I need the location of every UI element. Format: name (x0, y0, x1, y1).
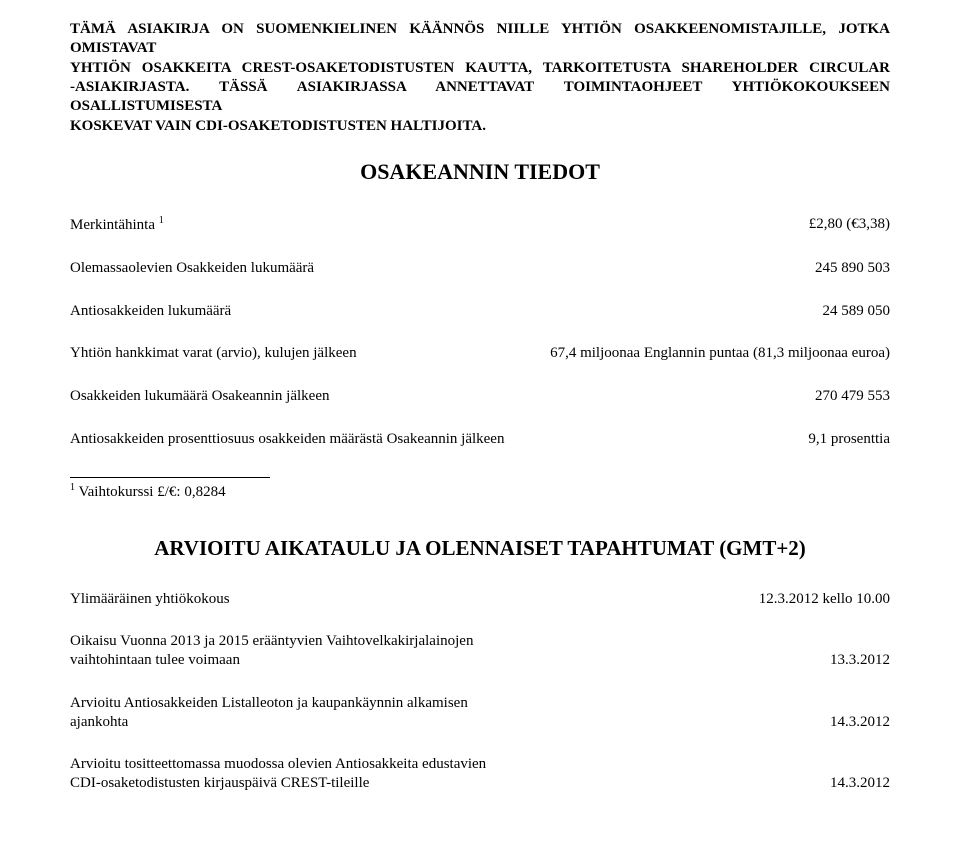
row-label-line-2: CDI-osaketodistusten kirjauspäivä CREST-… (70, 774, 810, 793)
row-tositteettomassa: Arvioitu tositteettomassa muodossa olevi… (70, 755, 890, 793)
row-olemassaolevien: Olemassaolevien Osakkeiden lukumäärä 245… (70, 259, 890, 278)
row-value: 14.3.2012 (810, 713, 890, 732)
section-1-title: OSAKEANNIN TIEDOT (70, 158, 890, 186)
row-yhtion-varat: Yhtiön hankkimat varat (arvio), kulujen … (70, 344, 890, 363)
header-line-2: YHTIÖN OSAKKEITA CREST-OSAKETODISTUSTEN … (70, 59, 890, 78)
row-merkintahinta-value: £2,80 (€3,38) (789, 215, 890, 235)
footnote-ref: 1 (159, 215, 164, 226)
row-value: 12.3.2012 kello 10.00 (739, 590, 890, 609)
row-label: Antiosakkeiden lukumäärä (70, 302, 803, 321)
row-label: Oikaisu Vuonna 2013 ja 2015 erääntyvien … (70, 632, 810, 670)
row-label: Antiosakkeiden prosenttiosuus osakkeiden… (70, 430, 788, 449)
row-label-line-1: Arvioitu Antiosakkeiden Listalleoton ja … (70, 694, 810, 713)
row-label: Arvioitu tositteettomassa muodossa olevi… (70, 755, 810, 793)
row-listalleotto: Arvioitu Antiosakkeiden Listalleoton ja … (70, 694, 890, 732)
footnote-text: Vaihtokurssi £/€: 0,8284 (75, 484, 226, 500)
footnote: 1 Vaihtokurssi £/€: 0,8284 (70, 482, 890, 502)
row-value: 9,1 prosenttia (788, 430, 890, 449)
row-label-line-1: Arvioitu tositteettomassa muodossa olevi… (70, 755, 810, 774)
row-label: Arvioitu Antiosakkeiden Listalleoton ja … (70, 694, 810, 732)
row-value: 13.3.2012 (810, 651, 890, 670)
row-label: Yhtiön hankkimat varat (arvio), kulujen … (70, 344, 530, 363)
row-osakkeiden-lukumaara: Osakkeiden lukumäärä Osakeannin jälkeen … (70, 387, 890, 406)
row-yhtiokokous: Ylimääräinen yhtiökokous 12.3.2012 kello… (70, 590, 890, 609)
header-line-4: KOSKEVAT VAIN CDI-OSAKETODISTUSTEN HALTI… (70, 117, 890, 136)
row-value: 270 479 553 (795, 387, 890, 406)
row-merkintahinta-label: Merkintähinta 1 (70, 215, 789, 235)
row-oikaisu: Oikaisu Vuonna 2013 ja 2015 erääntyvien … (70, 632, 890, 670)
row-label: Ylimääräinen yhtiökokous (70, 590, 739, 609)
row-label-line-2: vaihtohintaan tulee voimaan (70, 651, 810, 670)
row-label: Osakkeiden lukumäärä Osakeannin jälkeen (70, 387, 795, 406)
header-line-3: -ASIAKIRJASTA. TÄSSÄ ASIAKIRJASSA ANNETT… (70, 78, 890, 116)
row-label: Olemassaolevien Osakkeiden lukumäärä (70, 259, 795, 278)
label-text: Merkintähinta (70, 217, 159, 233)
row-value: 24 589 050 (803, 302, 891, 321)
footnote-separator (70, 477, 270, 478)
row-label-line-2: ajankohta (70, 713, 810, 732)
row-value: 14.3.2012 (810, 774, 890, 793)
section-2-title: ARVIOITU AIKATAULU JA OLENNAISET TAPAHTU… (70, 535, 890, 561)
row-prosenttiosuus: Antiosakkeiden prosenttiosuus osakkeiden… (70, 430, 890, 449)
row-value: 67,4 miljoonaa Englannin puntaa (81,3 mi… (530, 344, 890, 363)
header-line-1: TÄMÄ ASIAKIRJA ON SUOMENKIELINEN KÄÄNNÖS… (70, 20, 890, 58)
row-antiosakkeiden: Antiosakkeiden lukumäärä 24 589 050 (70, 302, 890, 321)
document-header: TÄMÄ ASIAKIRJA ON SUOMENKIELINEN KÄÄNNÖS… (70, 20, 890, 136)
row-label-line-1: Oikaisu Vuonna 2013 ja 2015 erääntyvien … (70, 632, 810, 651)
row-merkintahinta: Merkintähinta 1 £2,80 (€3,38) (70, 215, 890, 235)
row-value: 245 890 503 (795, 259, 890, 278)
